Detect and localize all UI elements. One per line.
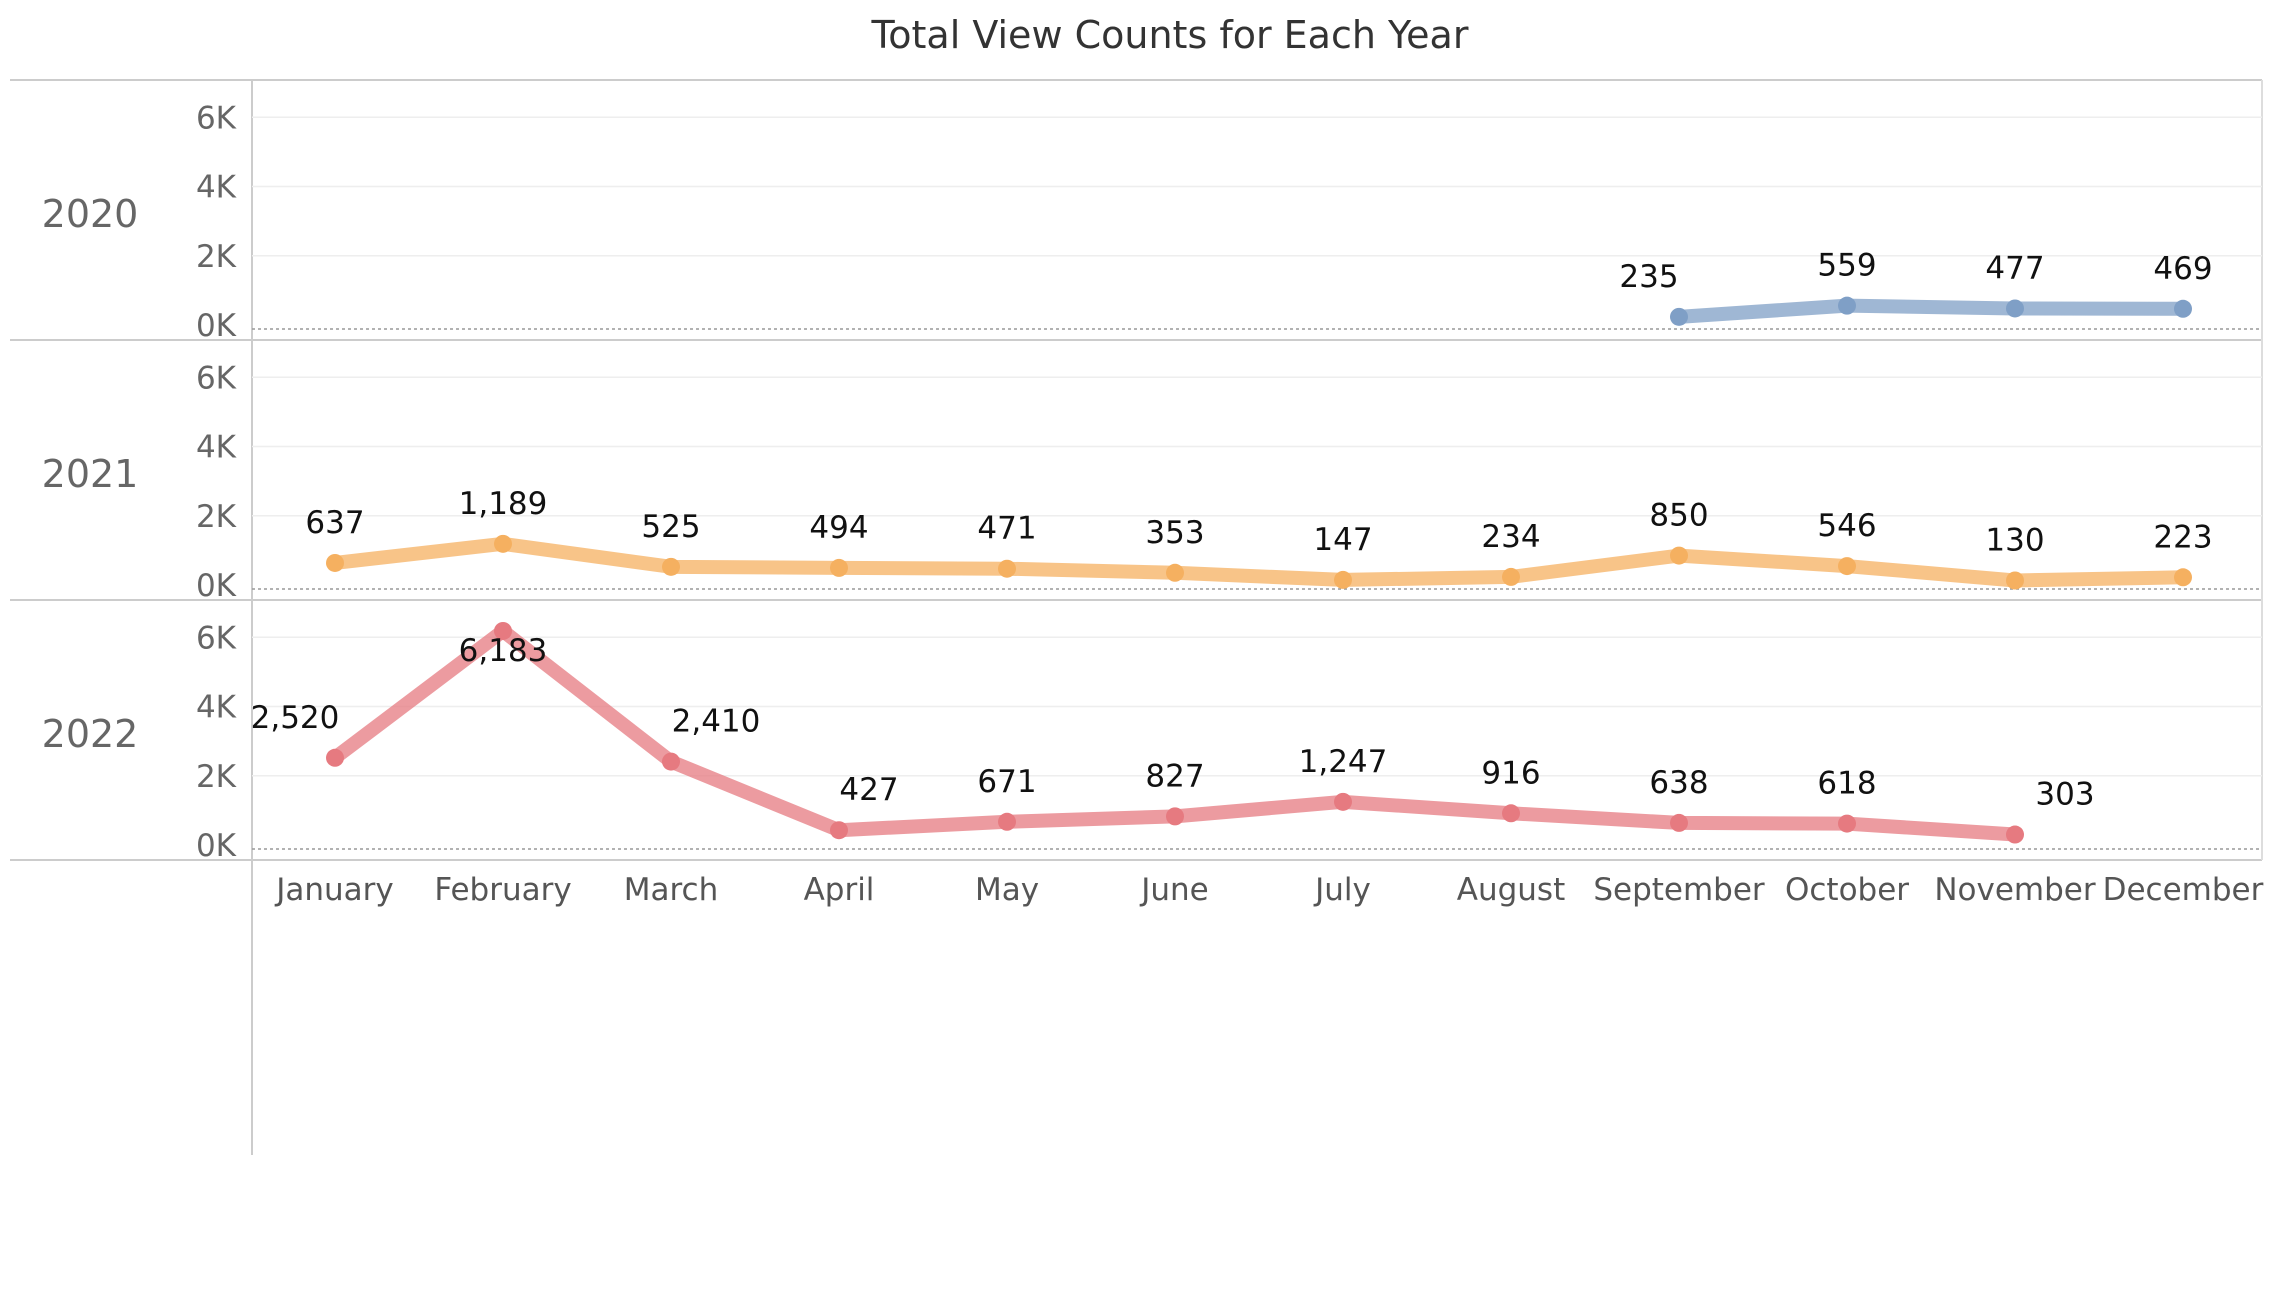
data-label: 353 <box>1145 515 1204 551</box>
x-tick-label: November <box>1934 872 2096 908</box>
y-tick-label: 4K <box>196 430 237 466</box>
data-point <box>494 621 512 640</box>
series-lines <box>326 296 2192 844</box>
data-label: 130 <box>1985 523 2044 559</box>
data-point <box>662 752 680 771</box>
data-label: 235 <box>1619 259 1678 295</box>
data-point <box>830 821 848 840</box>
series-line-2021 <box>328 536 2190 588</box>
x-tick-label: September <box>1593 872 1765 908</box>
y-tick-label: 2K <box>196 239 237 275</box>
series-line-2022 <box>328 623 2022 842</box>
data-label: 618 <box>1817 766 1876 802</box>
data-label: 1,189 <box>459 486 548 522</box>
x-tick-label: December <box>2103 872 2264 908</box>
year-label-2021: 2021 <box>42 452 139 496</box>
data-point <box>1166 807 1184 826</box>
panel-frames <box>10 79 2263 1155</box>
data-label: 916 <box>1481 755 1540 791</box>
data-label: 6,183 <box>459 633 548 669</box>
data-point <box>1502 804 1520 823</box>
data-point <box>1166 563 1184 582</box>
y-tick-label: 0K <box>196 308 237 344</box>
data-label: 471 <box>977 511 1036 547</box>
x-tick-label: August <box>1457 872 1566 908</box>
data-label: 637 <box>305 505 364 541</box>
data-label: 827 <box>1145 758 1204 794</box>
data-point <box>1838 296 1856 315</box>
data-label: 469 <box>2153 251 2212 287</box>
data-point <box>830 558 848 577</box>
y-tick-label: 2K <box>196 759 237 795</box>
chart-title: Total View Counts for Each Year <box>871 13 1469 57</box>
data-point <box>998 559 1016 578</box>
data-label: 559 <box>1817 248 1876 284</box>
data-label: 2,520 <box>251 700 340 736</box>
y-tick-label: 0K <box>196 828 237 864</box>
data-label: 477 <box>1985 250 2044 286</box>
data-point <box>998 812 1016 831</box>
y-tick-label: 6K <box>196 360 237 396</box>
data-label: 525 <box>641 509 700 545</box>
y-tick-label: 0K <box>196 568 237 604</box>
x-tick-label: June <box>1139 872 1209 908</box>
x-tick-label: May <box>975 872 1039 908</box>
data-label: 1,247 <box>1299 744 1388 780</box>
data-label: 494 <box>809 510 868 546</box>
data-point <box>2174 299 2192 318</box>
data-point <box>2006 299 2024 318</box>
data-label: 2,410 <box>672 704 761 740</box>
y-tick-label: 4K <box>196 690 237 726</box>
data-point <box>2174 568 2192 587</box>
data-label: 671 <box>977 764 1036 800</box>
data-point <box>1670 307 1688 326</box>
data-label: 147 <box>1313 522 1372 558</box>
y-tick-label: 2K <box>196 499 237 535</box>
gridlines <box>252 116 2262 850</box>
data-point <box>2006 571 2024 590</box>
axes: 0K 2K 4K 6K 2020 0K 2K 4K 6K 2021 0K 2K 4K 6K 2022 Janu… <box>42 100 2264 908</box>
data-point <box>1502 567 1520 586</box>
x-tick-label: January <box>274 872 394 908</box>
data-point <box>1670 546 1688 565</box>
data-point <box>662 557 680 576</box>
x-tick-label: July <box>1313 872 1371 908</box>
data-point <box>326 748 344 767</box>
year-label-2020: 2020 <box>42 192 139 236</box>
data-point <box>1334 570 1352 589</box>
x-tick-label: October <box>1785 872 1909 908</box>
x-tick-label: April <box>804 872 875 908</box>
data-label: 546 <box>1817 508 1876 544</box>
data-point <box>1670 813 1688 832</box>
data-point <box>1838 557 1856 576</box>
year-label-2022: 2022 <box>42 712 139 756</box>
data-label: 638 <box>1649 765 1708 801</box>
data-point <box>1838 814 1856 833</box>
data-label: 850 <box>1649 498 1708 534</box>
y-tick-label: 6K <box>196 620 237 656</box>
y-tick-label: 4K <box>196 170 237 206</box>
x-tick-label: February <box>434 872 571 908</box>
data-labels: 235 559 477 469 637 1,189 525 494 471 353 147 234 85… <box>251 248 2213 813</box>
data-point <box>2006 825 2024 844</box>
series-line-2020 <box>1672 298 2190 324</box>
data-point <box>494 534 512 553</box>
data-label: 223 <box>2153 519 2212 555</box>
data-label: 427 <box>839 772 898 808</box>
data-label: 234 <box>1481 519 1540 555</box>
data-point <box>326 553 344 572</box>
y-tick-label: 6K <box>196 100 237 136</box>
data-label: 303 <box>2035 777 2094 813</box>
data-point <box>1334 792 1352 811</box>
x-tick-label: March <box>624 872 719 908</box>
